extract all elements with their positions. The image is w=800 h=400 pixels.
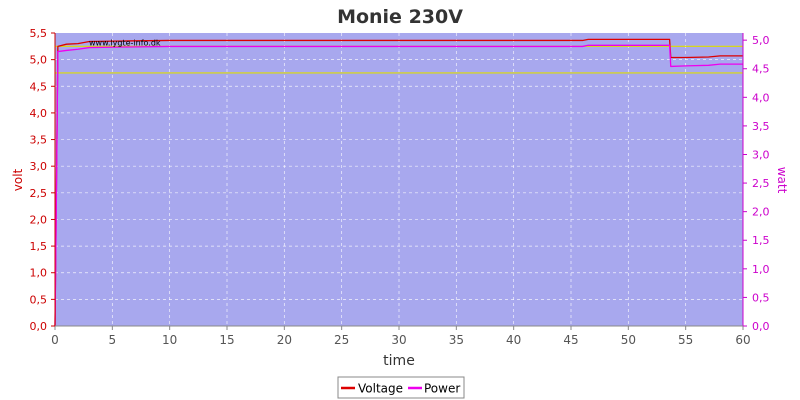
x-tick-label: 45 — [563, 333, 578, 347]
watermark: www.lygte-info.dk — [89, 39, 161, 48]
y-tick-label: 1,0 — [30, 267, 48, 280]
x-axis-label: time — [383, 353, 415, 369]
y-tick-label: 0,5 — [30, 293, 48, 306]
y2-ticks: 0,0 0,5 1,0 1,5 2,0 2,5 3,0 3,5 4,0 4,5 5,0 — [743, 34, 770, 333]
y-tick-label: 2,0 — [30, 213, 48, 226]
legend: Voltage Power — [337, 376, 465, 399]
x-tick-label: 50 — [621, 333, 636, 347]
x-tick-label: 10 — [162, 333, 177, 347]
y-tick-label: 5,0 — [30, 54, 48, 67]
y2-tick-label: 4,5 — [752, 63, 770, 76]
x-tick-label: 5 — [109, 333, 117, 347]
y2-tick-label: 5,0 — [752, 34, 770, 47]
y2-tick-label: 3,0 — [752, 148, 770, 161]
x-tick-label: 35 — [449, 333, 464, 347]
y-ticks: 0,0 0,5 1,0 1,5 2,0 2,5 3,0 3,5 4,0 4,5 5,0 5,5 — [30, 27, 55, 333]
x-tick-label: 20 — [277, 333, 292, 347]
y-tick-label: 5,5 — [30, 27, 48, 40]
series-lines — [54, 38, 743, 327]
x-tick-label: 40 — [506, 333, 521, 347]
y-tick-label: 1,5 — [30, 240, 48, 253]
y2-tick-label: 0,5 — [752, 291, 770, 304]
y2-tick-label: 4,0 — [752, 91, 770, 104]
y2-tick-label: 0,0 — [752, 320, 770, 333]
legend-voltage-label: Voltage — [358, 382, 403, 396]
y2-tick-label: 1,5 — [752, 234, 770, 247]
y-tick-label: 4,5 — [30, 80, 48, 93]
grid — [55, 33, 743, 326]
legend-box — [337, 376, 465, 399]
y-tick-label: 3,5 — [30, 134, 48, 147]
x-tick-label: 60 — [735, 333, 750, 347]
x-tick-label: 0 — [51, 333, 59, 347]
y2-tick-label: 2,0 — [752, 206, 770, 219]
chart-title: Monie 230V — [337, 6, 463, 28]
series-line-voltage — [54, 38, 743, 327]
y-tick-label: 4,0 — [30, 107, 48, 120]
legend-power-label: Power — [424, 382, 460, 396]
x-tick-label: 30 — [391, 333, 406, 347]
y2-tick-label: 3,5 — [752, 120, 770, 133]
y-tick-label: 3,0 — [30, 160, 48, 173]
x-tick-label: 15 — [219, 333, 234, 347]
y2-tick-label: 2,5 — [752, 177, 770, 190]
x-tick-label: 25 — [334, 333, 349, 347]
x-tick-label: 55 — [678, 333, 693, 347]
y-axis-label: volt — [11, 168, 25, 191]
series-line-power — [54, 44, 743, 327]
y-tick-label: 0,0 — [30, 320, 48, 333]
y2-tick-label: 1,0 — [752, 263, 770, 276]
y-tick-label: 2,5 — [30, 187, 48, 200]
y2-axis-label: watt — [775, 167, 789, 194]
x-ticks: 0 5 10 15 20 25 30 35 40 45 50 55 60 — [51, 326, 751, 347]
